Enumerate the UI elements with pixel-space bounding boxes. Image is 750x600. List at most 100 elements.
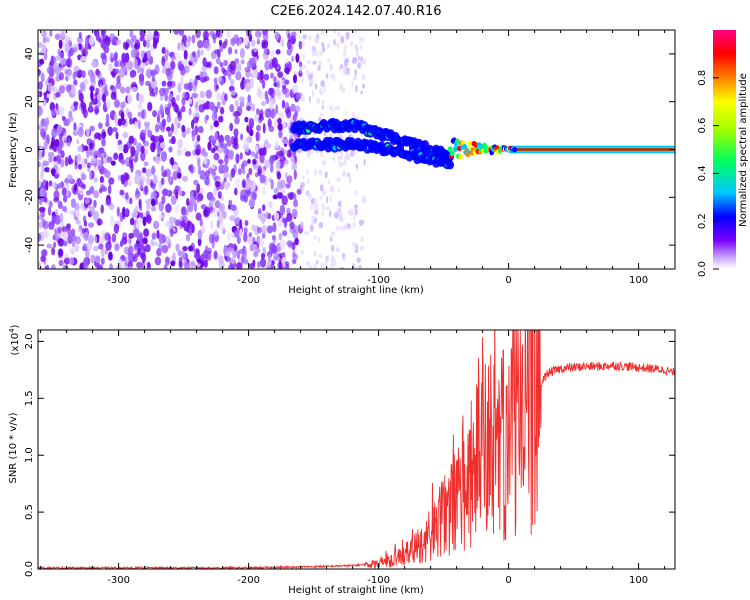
noise-cell xyxy=(141,261,145,269)
noise-cell xyxy=(110,160,116,166)
x-tick-label: -200 xyxy=(237,575,260,586)
noise-cell xyxy=(70,198,76,209)
faint-noise-cell xyxy=(311,219,314,226)
noise-cell xyxy=(95,87,100,95)
noise-cell xyxy=(252,181,256,191)
noise-cell xyxy=(54,235,59,241)
noise-cell xyxy=(98,235,106,244)
faint-noise-cell xyxy=(308,74,313,80)
noise-cell xyxy=(38,150,42,161)
y-tick-label: 0.0 xyxy=(24,561,35,577)
noise-cell xyxy=(268,125,275,132)
noise-cell xyxy=(230,256,236,264)
noise-cell xyxy=(56,124,63,135)
noise-cell xyxy=(103,45,110,54)
noise-cell xyxy=(234,229,239,238)
noise-cell xyxy=(43,140,48,150)
converge-cell xyxy=(512,146,517,153)
noise-cell xyxy=(45,36,50,43)
noise-cell xyxy=(189,163,194,174)
noise-cell xyxy=(175,108,183,115)
faint-noise-cell xyxy=(342,68,347,76)
noise-cell xyxy=(129,30,134,39)
noise-cell xyxy=(156,114,160,124)
noise-cell xyxy=(89,85,95,92)
noise-cell xyxy=(134,59,138,70)
faint-noise-cell xyxy=(345,31,350,40)
noise-cell xyxy=(218,39,223,47)
noise-cell xyxy=(112,127,118,133)
noise-cell xyxy=(223,171,229,179)
noise-cell xyxy=(127,111,133,119)
noise-cell xyxy=(133,43,140,50)
faint-noise-cell xyxy=(345,57,350,63)
noise-cell xyxy=(273,187,279,194)
noise-cell xyxy=(63,195,68,203)
noise-cell xyxy=(230,65,236,75)
noise-cell xyxy=(235,216,241,226)
noise-cell xyxy=(109,84,115,91)
noise-cell xyxy=(172,164,179,172)
noise-cell xyxy=(185,233,191,242)
noise-cell xyxy=(276,79,281,89)
noise-cell xyxy=(66,174,73,182)
noise-cell xyxy=(210,163,216,170)
noise-cell xyxy=(244,36,249,46)
noise-cell xyxy=(177,82,182,94)
noise-cell xyxy=(256,35,260,44)
noise-cell xyxy=(191,92,198,99)
noise-cell xyxy=(66,84,72,93)
noise-cell xyxy=(54,214,61,225)
noise-cell xyxy=(49,102,55,112)
noise-cell xyxy=(117,144,124,152)
noise-cell xyxy=(259,153,265,164)
noise-cell xyxy=(291,162,298,171)
noise-cell xyxy=(162,188,169,196)
noise-cell xyxy=(147,101,153,112)
noise-cell xyxy=(62,240,68,247)
faint-noise-cell xyxy=(328,104,334,112)
noise-cell xyxy=(204,176,210,186)
noise-cell xyxy=(80,56,87,62)
faint-noise-cell xyxy=(321,104,324,110)
noise-cell xyxy=(295,92,302,100)
noise-cell xyxy=(234,58,240,64)
noise-cell xyxy=(193,248,200,255)
noise-cell xyxy=(170,195,177,205)
noise-cell xyxy=(291,241,296,251)
noise-cell xyxy=(234,99,239,108)
faint-noise-cell xyxy=(333,106,336,111)
noise-cell xyxy=(55,108,60,116)
faint-noise-cell xyxy=(338,162,342,168)
faint-noise-cell xyxy=(332,74,336,82)
noise-cell xyxy=(191,34,196,44)
noise-cell xyxy=(270,50,275,58)
noise-cell xyxy=(45,264,50,269)
noise-cell xyxy=(67,228,72,236)
noise-cell xyxy=(138,93,144,104)
converge-cell xyxy=(482,142,487,149)
noise-cell xyxy=(152,40,158,49)
noise-cell xyxy=(275,49,281,55)
converge-cell xyxy=(467,140,473,147)
noise-cell xyxy=(58,72,65,81)
noise-cell xyxy=(57,144,62,154)
noise-cell xyxy=(61,226,68,233)
noise-cell xyxy=(50,264,56,269)
x-tick-label: -300 xyxy=(107,275,130,286)
noise-cell xyxy=(208,101,215,111)
noise-cell xyxy=(244,66,251,73)
faint-noise-cell xyxy=(302,34,307,40)
noise-cell xyxy=(74,244,79,253)
noise-cell xyxy=(85,36,89,46)
noise-cell xyxy=(124,192,129,200)
noise-cell xyxy=(166,70,173,81)
noise-cell xyxy=(146,50,151,60)
faint-noise-cell xyxy=(317,237,321,243)
noise-cell xyxy=(204,75,210,82)
noise-cell xyxy=(61,115,66,121)
noise-cell xyxy=(150,198,156,207)
colorbar-gradient xyxy=(713,30,736,269)
noise-cell xyxy=(294,155,298,165)
noise-cell xyxy=(244,258,249,265)
